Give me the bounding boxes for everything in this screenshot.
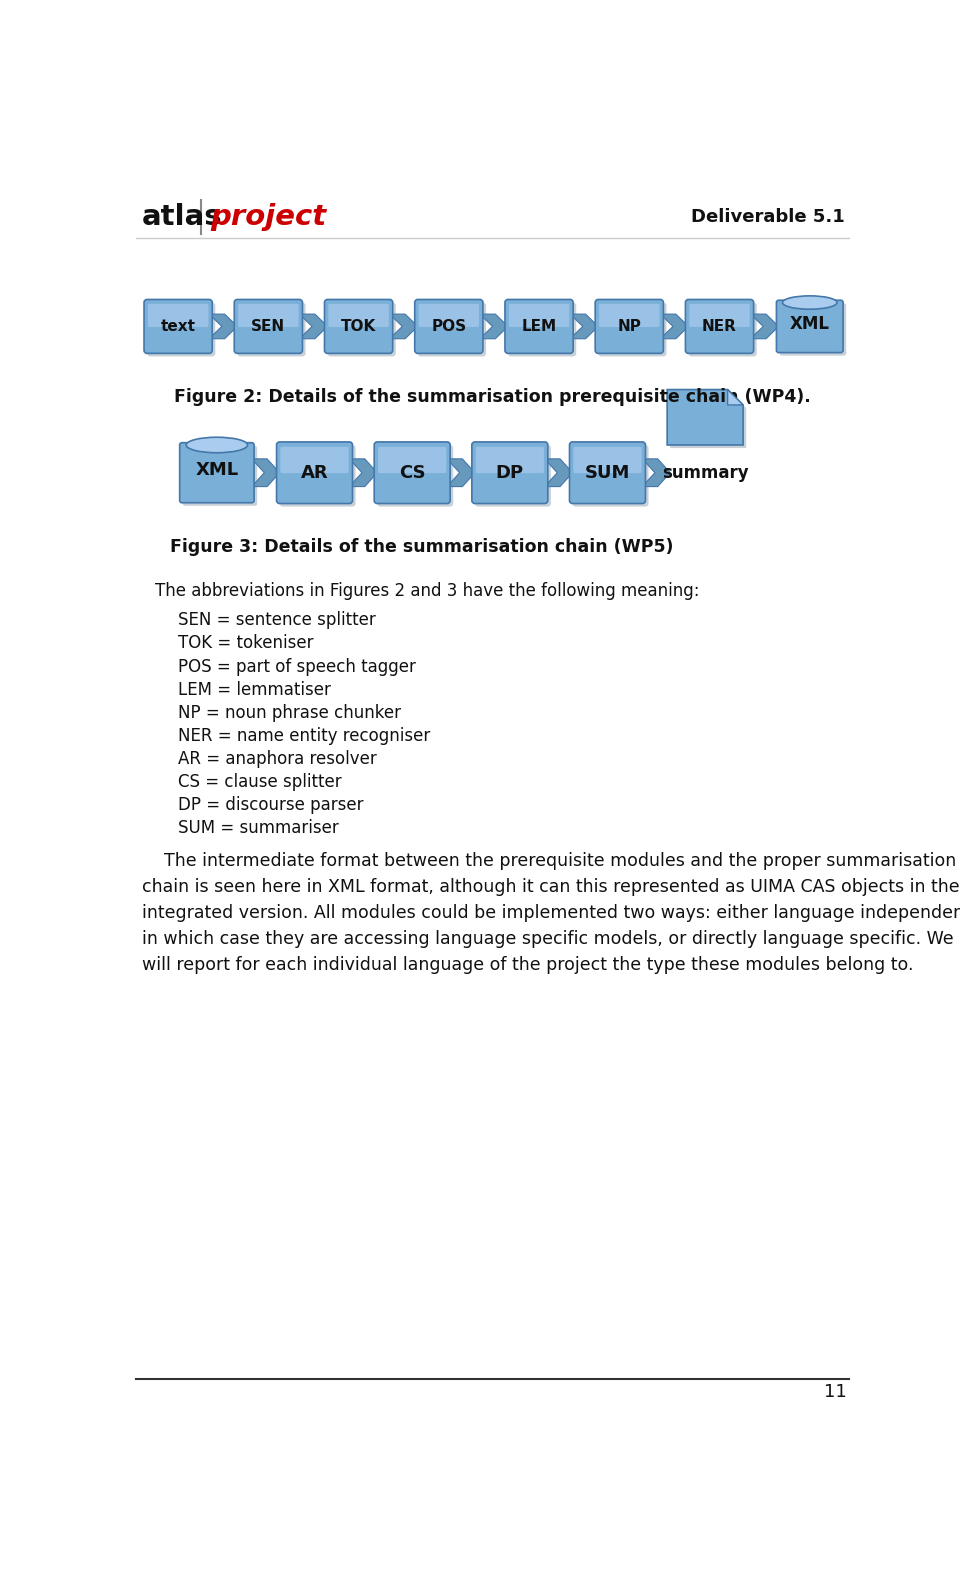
FancyBboxPatch shape <box>324 300 393 353</box>
Text: AR: AR <box>300 464 328 481</box>
FancyBboxPatch shape <box>599 305 660 327</box>
Polygon shape <box>660 314 688 339</box>
FancyBboxPatch shape <box>327 303 396 357</box>
FancyBboxPatch shape <box>328 305 389 327</box>
Text: SUM = summariser: SUM = summariser <box>179 819 339 838</box>
FancyBboxPatch shape <box>509 305 569 327</box>
FancyBboxPatch shape <box>598 303 666 357</box>
FancyBboxPatch shape <box>685 300 754 353</box>
Polygon shape <box>751 314 779 339</box>
Text: Figure 3: Details of the summarisation chain (WP5): Figure 3: Details of the summarisation c… <box>171 538 674 557</box>
Polygon shape <box>570 314 598 339</box>
FancyBboxPatch shape <box>377 445 453 507</box>
Text: Deliverable 5.1: Deliverable 5.1 <box>691 208 845 226</box>
Ellipse shape <box>186 437 248 453</box>
Text: chain is seen here in XML format, although it can this represented as UIMA CAS o: chain is seen here in XML format, althou… <box>142 877 959 896</box>
FancyBboxPatch shape <box>280 447 348 473</box>
Text: NP = noun phrase chunker: NP = noun phrase chunker <box>179 704 401 721</box>
Text: summary: summary <box>661 464 749 481</box>
Text: NP: NP <box>617 319 641 335</box>
FancyBboxPatch shape <box>573 447 641 473</box>
FancyBboxPatch shape <box>572 445 649 507</box>
FancyBboxPatch shape <box>378 447 446 473</box>
FancyBboxPatch shape <box>180 443 254 503</box>
Polygon shape <box>544 459 572 486</box>
FancyBboxPatch shape <box>148 305 208 327</box>
Text: in which case they are accessing language specific models, or directly language : in which case they are accessing languag… <box>142 929 953 948</box>
Text: SEN: SEN <box>252 319 285 335</box>
Text: SEN = sentence splitter: SEN = sentence splitter <box>179 611 376 630</box>
Polygon shape <box>390 314 418 339</box>
Text: Figure 2: Details of the summarisation prerequisite chain (WP4).: Figure 2: Details of the summarisation p… <box>174 388 810 406</box>
Text: POS = part of speech tagger: POS = part of speech tagger <box>179 658 416 675</box>
Polygon shape <box>670 393 746 448</box>
Text: XML: XML <box>790 316 829 333</box>
FancyBboxPatch shape <box>569 442 645 503</box>
FancyBboxPatch shape <box>595 300 663 353</box>
FancyBboxPatch shape <box>374 442 450 503</box>
Polygon shape <box>252 459 279 486</box>
Polygon shape <box>480 314 508 339</box>
FancyBboxPatch shape <box>419 305 479 327</box>
FancyBboxPatch shape <box>415 300 483 353</box>
Text: will report for each individual language of the project the type these modules b: will report for each individual language… <box>142 956 913 974</box>
FancyBboxPatch shape <box>276 442 352 503</box>
Text: LEM = lemmatiser: LEM = lemmatiser <box>179 680 331 699</box>
Polygon shape <box>447 459 475 486</box>
FancyBboxPatch shape <box>688 303 756 357</box>
Text: POS: POS <box>431 319 467 335</box>
FancyBboxPatch shape <box>472 442 548 503</box>
Text: The abbreviations in Figures 2 and 3 have the following meaning:: The abbreviations in Figures 2 and 3 hav… <box>155 582 700 600</box>
Text: CS = clause splitter: CS = clause splitter <box>179 773 342 791</box>
FancyBboxPatch shape <box>780 303 846 355</box>
Text: The intermediate format between the prerequisite modules and the proper summaris: The intermediate format between the prer… <box>142 852 956 869</box>
Text: CS: CS <box>398 464 425 481</box>
FancyBboxPatch shape <box>144 300 212 353</box>
FancyBboxPatch shape <box>237 303 305 357</box>
FancyBboxPatch shape <box>475 445 551 507</box>
Text: 11: 11 <box>825 1382 847 1401</box>
Polygon shape <box>728 390 743 406</box>
Text: AR = anaphora resolver: AR = anaphora resolver <box>179 750 377 768</box>
Ellipse shape <box>782 295 837 309</box>
FancyBboxPatch shape <box>182 445 257 507</box>
Text: NER: NER <box>702 319 737 335</box>
Text: text: text <box>160 319 196 335</box>
FancyBboxPatch shape <box>689 305 750 327</box>
FancyBboxPatch shape <box>238 305 299 327</box>
Polygon shape <box>667 390 743 445</box>
FancyBboxPatch shape <box>508 303 576 357</box>
Text: DP: DP <box>495 464 524 481</box>
FancyBboxPatch shape <box>279 445 355 507</box>
Text: atlas: atlas <box>142 204 223 230</box>
FancyBboxPatch shape <box>147 303 215 357</box>
Polygon shape <box>642 459 670 486</box>
Polygon shape <box>349 459 377 486</box>
Text: SUM: SUM <box>585 464 630 481</box>
Text: NER = name entity recogniser: NER = name entity recogniser <box>179 727 430 745</box>
Text: LEM: LEM <box>521 319 557 335</box>
Text: XML: XML <box>195 461 238 480</box>
Polygon shape <box>209 314 237 339</box>
Polygon shape <box>300 314 327 339</box>
FancyBboxPatch shape <box>505 300 573 353</box>
Text: TOK: TOK <box>341 319 376 335</box>
FancyBboxPatch shape <box>418 303 486 357</box>
FancyBboxPatch shape <box>234 300 302 353</box>
FancyBboxPatch shape <box>476 447 544 473</box>
Text: integrated version. All modules could be implemented two ways: either language i: integrated version. All modules could be… <box>142 904 960 922</box>
Text: project: project <box>210 204 326 230</box>
Text: DP = discourse parser: DP = discourse parser <box>179 797 364 814</box>
FancyBboxPatch shape <box>777 300 843 352</box>
Text: TOK = tokeniser: TOK = tokeniser <box>179 634 314 652</box>
